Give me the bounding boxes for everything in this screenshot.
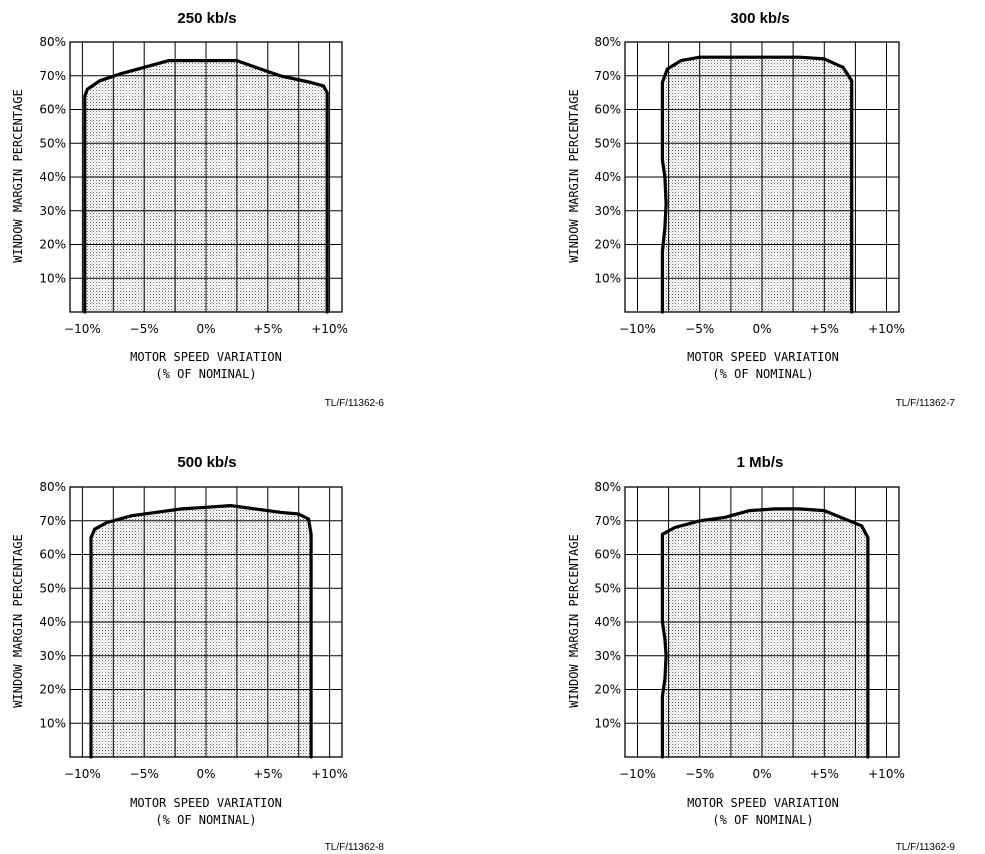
x-tick-label: −5% [685, 767, 714, 781]
y-tick-label: 10% [594, 716, 621, 730]
y-tick-label: 60% [39, 103, 66, 117]
x-tick-label: −10% [64, 767, 101, 781]
y-axis-label: WINDOW MARGIN PERCENTAGE [567, 89, 581, 262]
y-axis-label: WINDOW MARGIN PERCENTAGE [11, 89, 25, 262]
y-tick-label: 50% [594, 581, 621, 595]
y-tick-label: 10% [39, 716, 66, 730]
plot-border [69, 41, 343, 313]
x-axis-label: MOTOR SPEED VARIATION [687, 350, 839, 364]
y-tick-label: 80% [594, 35, 621, 49]
x-tick-label: +5% [810, 767, 839, 781]
x-tick-label: +5% [810, 322, 839, 336]
y-tick-label: 70% [39, 514, 66, 528]
y-tick-label: 20% [594, 238, 621, 252]
y-tick-label: 60% [39, 548, 66, 562]
y-tick-label: 20% [39, 683, 66, 697]
y-tick-label: 70% [39, 69, 66, 83]
y-tick-label: 10% [594, 271, 621, 285]
y-tick-label: 50% [39, 581, 66, 595]
x-tick-label: +5% [253, 322, 282, 336]
x-tick-label: −10% [64, 322, 101, 336]
x-tick-label: −5% [685, 322, 714, 336]
y-tick-label: 40% [39, 615, 66, 629]
y-tick-label: 20% [594, 683, 621, 697]
x-tick-label: +10% [311, 322, 348, 336]
chart-title: 250 kb/s [177, 10, 236, 27]
margin-region-fill [91, 505, 312, 757]
chart-panel-1mbs: 1 Mb/s WINDOW MARGIN PERCENTAGE MOTOR SP… [567, 454, 955, 853]
y-tick-label: 40% [594, 170, 621, 184]
x-tick-label: −10% [619, 767, 656, 781]
chart-title: 1 Mb/s [737, 454, 784, 471]
window-margin-boundary [83, 58, 329, 314]
window-margin-boundary [660, 507, 870, 759]
plot-area: 10% 20% 30% 40% 50% 60% 70% 80% −10% −5% 0% +5% +10% [39, 35, 348, 336]
x-tick-label: −10% [619, 322, 656, 336]
x-tick-label: 0% [196, 322, 215, 336]
x-tick-label: −5% [130, 767, 159, 781]
plot-border [69, 486, 343, 758]
x-tick-label: 0% [752, 767, 771, 781]
y-axis-label: WINDOW MARGIN PERCENTAGE [567, 534, 581, 707]
y-tick-label: 30% [39, 649, 66, 663]
x-tick-label: 0% [752, 322, 771, 336]
chart-panel-500kbs: 500 kb/s WINDOW MARGIN PERCENTAGE MOTOR … [11, 454, 384, 853]
y-tick-label: 60% [594, 103, 621, 117]
y-tick-label: 40% [594, 615, 621, 629]
y-tick-label: 20% [39, 238, 66, 252]
y-axis-label: WINDOW MARGIN PERCENTAGE [11, 534, 25, 707]
figure-reference: TL/F/11362-7 [896, 398, 956, 409]
y-tick-label: 80% [39, 480, 66, 494]
y-tick-label: 30% [39, 204, 66, 218]
y-tick-label: 80% [39, 35, 66, 49]
x-axis-sublabel: (% OF NOMINAL) [155, 813, 256, 827]
chart-title: 300 kb/s [730, 10, 789, 27]
y-tick-label: 10% [39, 271, 66, 285]
margin-region-fill [662, 57, 852, 313]
y-tick-label: 70% [594, 69, 621, 83]
x-tick-label: 0% [196, 767, 215, 781]
chart-title: 500 kb/s [177, 454, 236, 471]
y-tick-label: 50% [39, 136, 66, 150]
x-axis-sublabel: (% OF NOMINAL) [712, 367, 813, 381]
y-tick-label: 50% [594, 136, 621, 150]
x-axis-label: MOTOR SPEED VARIATION [130, 796, 282, 810]
plot-area: 10% 20% 30% 40% 50% 60% 70% 80% −10% −5% 0% +5% +10% [594, 480, 905, 781]
plot-area: 10% 20% 30% 40% 50% 60% 70% 80% −10% −5% 0% +5% +10% [594, 35, 905, 336]
figure-reference: TL/F/11362-8 [325, 842, 385, 853]
x-tick-label: +10% [311, 767, 348, 781]
y-tick-label: 70% [594, 514, 621, 528]
x-axis-sublabel: (% OF NOMINAL) [712, 813, 813, 827]
x-tick-label: +10% [868, 767, 905, 781]
x-axis-label: MOTOR SPEED VARIATION [130, 350, 282, 364]
margin-region-fill [662, 508, 868, 757]
figure-reference: TL/F/11362-6 [325, 398, 385, 409]
window-margin-boundary [89, 504, 313, 759]
chart-panel-300kbs: 300 kb/s WINDOW MARGIN PERCENTAGE MOTOR … [567, 10, 955, 409]
y-tick-label: 30% [594, 204, 621, 218]
y-tick-label: 60% [594, 548, 621, 562]
plot-border [624, 41, 900, 313]
y-tick-label: 30% [594, 649, 621, 663]
x-tick-label: +10% [868, 322, 905, 336]
x-axis-sublabel: (% OF NOMINAL) [155, 367, 256, 381]
y-tick-label: 80% [594, 480, 621, 494]
y-tick-label: 40% [39, 170, 66, 184]
x-tick-label: −5% [130, 322, 159, 336]
plot-area: 10% 20% 30% 40% 50% 60% 70% 80% −10% −5% 0% +5% +10% [39, 480, 348, 781]
x-axis-label: MOTOR SPEED VARIATION [687, 796, 839, 810]
window-margin-boundary [660, 55, 854, 314]
x-tick-label: +5% [253, 767, 282, 781]
figure-reference: TL/F/11362-9 [896, 842, 956, 853]
chart-panel-250kbs: 250 kb/s WINDOW MARGIN PERCENTAGE MOTOR … [11, 10, 384, 409]
plot-border [624, 486, 900, 758]
